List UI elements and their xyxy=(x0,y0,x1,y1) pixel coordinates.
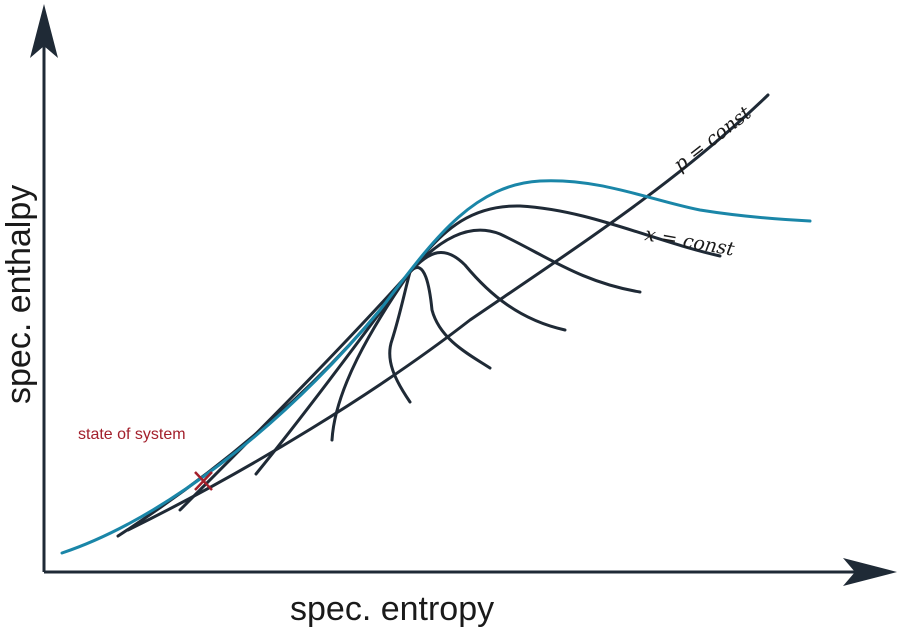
quality-line-2 xyxy=(178,228,642,512)
axes xyxy=(30,4,897,586)
state-label: state of system xyxy=(78,426,186,443)
isobar-line xyxy=(126,93,770,532)
x-axis-label: spec. entropy xyxy=(290,590,494,628)
quality-line-5 xyxy=(388,270,412,404)
quality-line-4 xyxy=(330,266,492,442)
x-axis-arrowhead xyxy=(843,558,897,586)
saturation-curve xyxy=(60,179,812,555)
quality-line-3 xyxy=(254,250,567,476)
pressure-label: p = const xyxy=(670,102,756,176)
y-axis-arrowhead xyxy=(30,4,58,58)
quality-label: x = const xyxy=(643,223,736,260)
y-axis-label: spec. enthalpy xyxy=(0,185,38,404)
state-marker xyxy=(194,471,213,491)
